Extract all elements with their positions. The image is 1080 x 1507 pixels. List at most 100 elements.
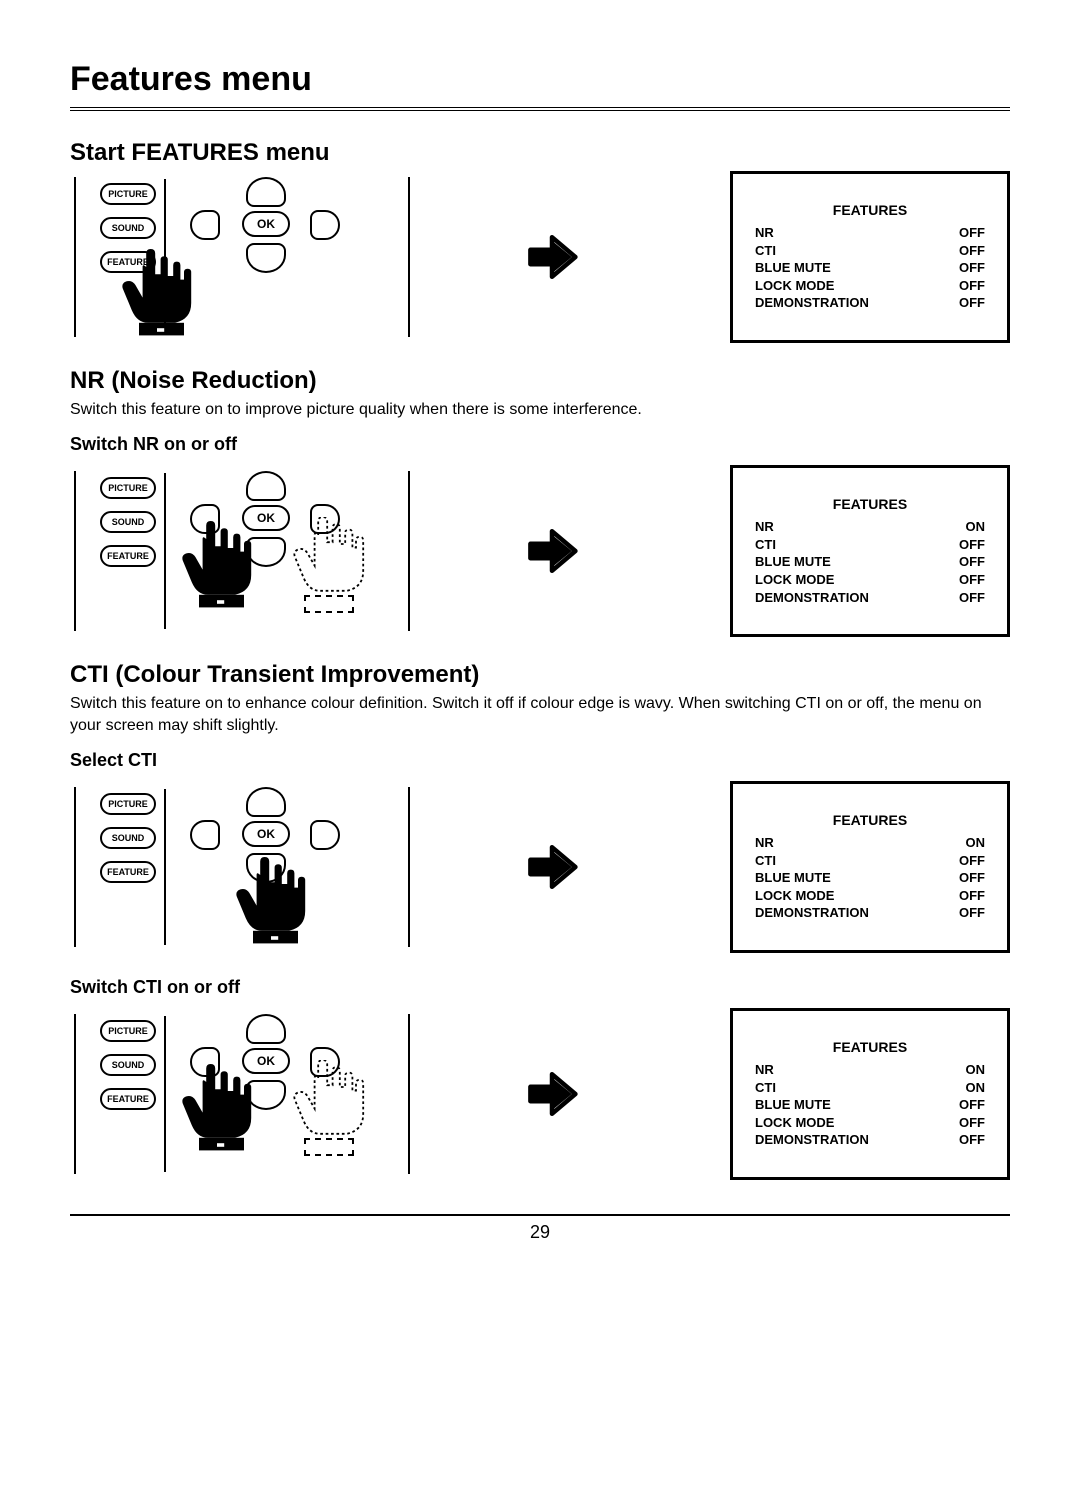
section-title: Start FEATURES menu (70, 139, 1010, 167)
section-description: Switch this feature on to improve pictur… (70, 399, 1010, 421)
menu-item-label: LOCK MODE (755, 1114, 834, 1132)
step-title: Switch NR on or off (70, 434, 1010, 455)
feature-button: FEATURE (100, 545, 156, 567)
menu-item-label: CTI (755, 536, 776, 554)
step-row: PICTURE SOUND FEATURE OK FEATURESNROFFCT… (70, 171, 1010, 343)
down-button (246, 243, 286, 273)
screen-title: FEATURES (755, 202, 985, 218)
sound-button: SOUND (100, 827, 156, 849)
menu-row: DEMONSTRATIONOFF (755, 294, 985, 312)
menu-row: LOCK MODEOFF (755, 887, 985, 905)
picture-button: PICTURE (100, 1020, 156, 1042)
section-title: CTI (Colour Transient Improvement) (70, 661, 1010, 689)
menu-row: DEMONSTRATION OFF (755, 1131, 985, 1149)
menu-item-value: OFF (959, 1131, 985, 1149)
step-row: PICTURE SOUND FEATURE OK FEATURES NRONCTI… (70, 781, 1010, 953)
menu-item-value: OFF (959, 224, 985, 242)
arrow-icon (374, 230, 730, 284)
step-title: Select CTI (70, 750, 1010, 771)
menu-item-label: DEMONSTRATION (755, 904, 869, 922)
hand-icon (172, 521, 262, 611)
title-rule (70, 107, 1010, 111)
menu-row: LOCK MODEOFF (755, 1114, 985, 1132)
menu-item-label: BLUE MUTE (755, 553, 831, 571)
step-title: Switch CTI on or off (70, 977, 1010, 998)
menu-item-label: DEMONSTRATION (755, 589, 869, 607)
feature-button: FEATURE (100, 861, 156, 883)
menu-item-label: NR (755, 224, 774, 242)
sound-button: SOUND (100, 217, 156, 239)
menu-item-value: OFF (959, 1096, 985, 1114)
menu-item-value: ON (966, 1079, 986, 1097)
menu-item-label: DEMONSTRATION (755, 1131, 869, 1149)
remote-diagram: PICTURE SOUND FEATURE OK (74, 1014, 374, 1174)
menu-row: NR ON (755, 1061, 985, 1079)
menu-item-value: OFF (959, 589, 985, 607)
step-row: PICTURE SOUND FEATURE OK FEATURESNRONCTI… (70, 1008, 1010, 1180)
left-button (190, 820, 220, 850)
menu-item-value: OFF (959, 553, 985, 571)
menu-row: CTI OFF (755, 852, 985, 870)
menu-item-label: BLUE MUTE (755, 869, 831, 887)
menu-row: LOCK MODE OFF (755, 277, 985, 295)
menu-row: LOCK MODEOFF (755, 571, 985, 589)
menu-item-label: CTI (755, 852, 776, 870)
section-title: NR (Noise Reduction) (70, 367, 1010, 395)
menu-item-label: LOCK MODE (755, 887, 834, 905)
menu-item-value: OFF (959, 242, 985, 260)
feature-button: FEATURE (100, 1088, 156, 1110)
menu-item-label: DEMONSTRATION (755, 294, 869, 312)
menu-row: DEMONSTRATION OFF (755, 589, 985, 607)
menu-row: NRON (755, 518, 985, 536)
page-title: Features menu (70, 60, 1010, 99)
remote-diagram: PICTURE SOUND FEATURE OK (74, 471, 374, 631)
ghost-base (304, 1138, 354, 1156)
ok-button: OK (242, 821, 290, 847)
hand-icon (172, 1064, 262, 1154)
picture-button: PICTURE (100, 793, 156, 815)
arrow-icon (374, 1067, 730, 1121)
screen-title: FEATURES (755, 812, 985, 828)
menu-row: CTI OFF (755, 536, 985, 554)
menu-row: NRON (755, 834, 985, 852)
sound-button: SOUND (100, 511, 156, 533)
picture-button: PICTURE (100, 183, 156, 205)
picture-button: PICTURE (100, 477, 156, 499)
step-row: PICTURE SOUND FEATURE OK FEATURESNRONCTI… (70, 465, 1010, 637)
menu-item-label: NR (755, 518, 774, 536)
menu-item-label: BLUE MUTE (755, 1096, 831, 1114)
menu-item-label: LOCK MODE (755, 277, 834, 295)
features-screen: FEATURESNRONCTIOFFBLUE MUTEOFFLOCK MODEO… (730, 781, 1010, 953)
features-screen: FEATURESNRONCTIONBLUE MUTEOFFLOCK MODEOF… (730, 1008, 1010, 1180)
right-button (310, 210, 340, 240)
sound-button: SOUND (100, 1054, 156, 1076)
menu-item-value: OFF (959, 536, 985, 554)
menu-row: CTI OFF (755, 242, 985, 260)
menu-row: BLUE MUTEOFF (755, 259, 985, 277)
menu-item-label: CTI (755, 242, 776, 260)
section-description: Switch this feature on to enhance colour… (70, 693, 1010, 736)
features-screen: FEATURESNRONCTIOFFBLUE MUTEOFFLOCK MODEO… (730, 465, 1010, 637)
ghost-base (304, 595, 354, 613)
remote-diagram: PICTURE SOUND FEATURE OK (74, 177, 374, 337)
menu-item-value: OFF (959, 277, 985, 295)
up-button (246, 471, 286, 501)
menu-item-label: NR (755, 1061, 774, 1079)
menu-item-value: ON (966, 1061, 986, 1079)
menu-item-value: OFF (959, 904, 985, 922)
up-button (246, 177, 286, 207)
menu-item-value: ON (966, 834, 986, 852)
hand-ghost-icon (284, 517, 374, 607)
hand-icon (112, 249, 202, 339)
menu-row: BLUE MUTE OFF (755, 553, 985, 571)
up-button (246, 1014, 286, 1044)
menu-row: CTI ON (755, 1079, 985, 1097)
menu-item-value: OFF (959, 852, 985, 870)
menu-item-label: CTI (755, 1079, 776, 1097)
ok-button: OK (242, 211, 290, 237)
menu-row: DEMONSTRATION OFF (755, 904, 985, 922)
right-button (310, 820, 340, 850)
menu-item-label: BLUE MUTE (755, 259, 831, 277)
footer-rule (70, 1214, 1010, 1216)
left-button (190, 210, 220, 240)
